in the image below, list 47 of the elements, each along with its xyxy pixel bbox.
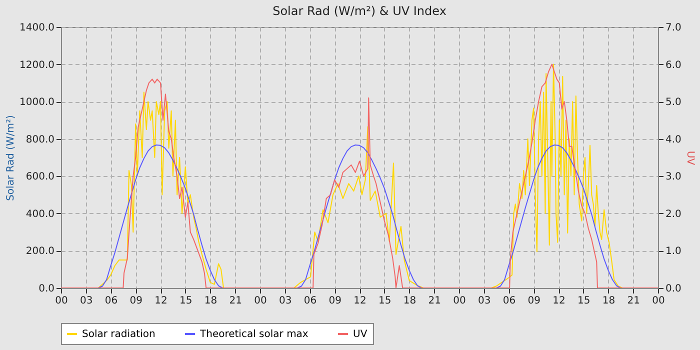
x-tick-label: 21 (627, 296, 640, 306)
y2-tick-label: 7.0 (666, 22, 682, 34)
x-tick-label: 18 (204, 296, 218, 306)
y2-tick-label: 4.0 (666, 134, 682, 146)
x-tick-label: 21 (229, 296, 242, 306)
y2-tick-label: 5.0 (666, 97, 682, 108)
x-tick-label: 12 (552, 296, 566, 306)
x-tick-label: 03 (279, 296, 292, 306)
y-axis-title: Solar Rad (W/m²) (6, 114, 17, 201)
y-tick-label: 0.0 (38, 284, 54, 294)
x-tick-label: 09 (328, 296, 342, 306)
x-tick-label: 09 (130, 296, 142, 306)
x-tick-label: 18 (602, 296, 616, 306)
x-tick-label: 18 (403, 296, 416, 306)
y-tick-label: 200.0 (26, 246, 54, 258)
x-tick-label: 06 (502, 296, 516, 306)
y2-axis-title: UV (684, 150, 696, 166)
legend-label: Theoretical solar max (199, 329, 308, 340)
y-tick-label: 1000.0 (20, 97, 54, 108)
y-tick-label: 1400.0 (20, 22, 54, 34)
x-tick-label: 09 (528, 296, 540, 306)
legend-label: UV (353, 329, 368, 340)
y2-tick-label: 3.0 (666, 172, 682, 183)
x-tick-label: 06 (104, 296, 118, 306)
y2-tick-label: 1.0 (666, 246, 682, 258)
x-tick-label: 00 (254, 296, 267, 306)
y-tick-label: 400.0 (26, 208, 54, 220)
x-tick-label: 15 (578, 296, 590, 306)
y-tick-label: 1200.0 (20, 60, 54, 71)
x-tick-label: 03 (80, 296, 93, 306)
y-tick-label: 800.0 (26, 134, 54, 146)
x-tick-label: 00 (55, 296, 68, 306)
legend-label: Solar radiation (82, 329, 156, 340)
x-tick-label: 12 (354, 296, 366, 306)
y-tick-label: 600.0 (26, 172, 54, 183)
x-tick-label: 15 (180, 296, 192, 306)
chart-title: Solar Rad (W/m²) & UV Index (272, 4, 446, 18)
x-tick-label: 03 (478, 296, 491, 306)
x-tick-label: 00 (652, 296, 665, 306)
y2-tick-label: 2.0 (666, 208, 682, 220)
x-tick-label: 12 (154, 296, 168, 306)
x-tick-label: 21 (428, 296, 441, 306)
y2-tick-label: 0.0 (666, 284, 682, 294)
x-tick-label: 06 (304, 296, 317, 306)
x-tick-label: 00 (453, 296, 466, 306)
x-tick-label: 15 (378, 296, 392, 306)
y2-tick-label: 6.0 (666, 60, 682, 71)
